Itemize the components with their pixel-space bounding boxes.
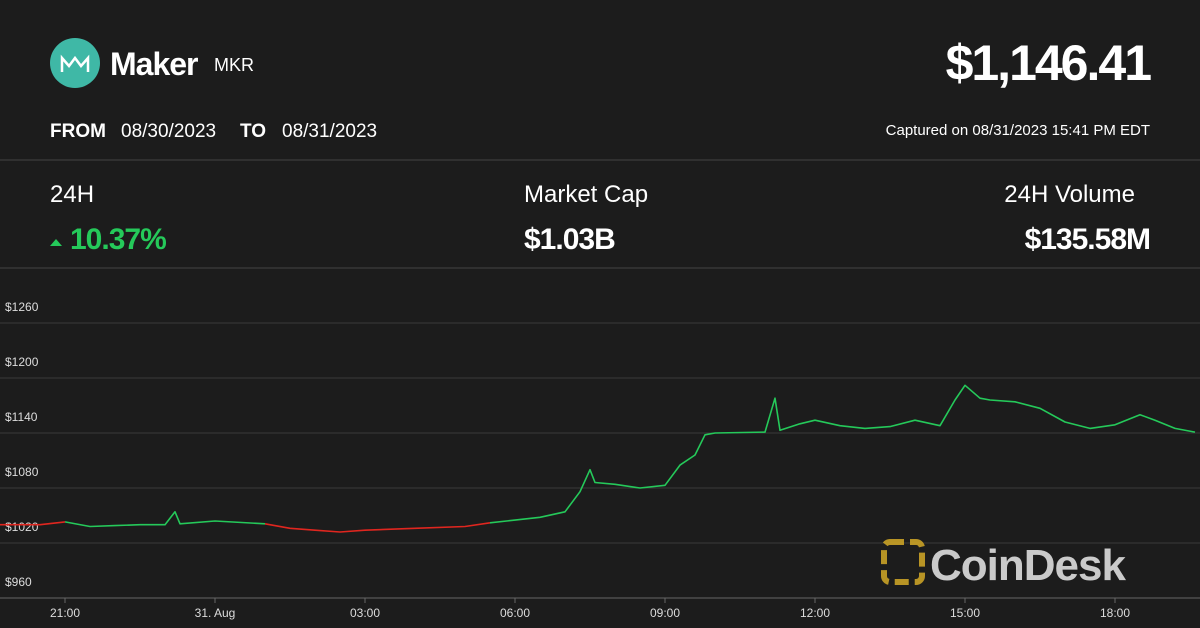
price-line: [0, 521, 491, 533]
y-tick-label: $1140: [5, 410, 38, 424]
from-label: FROM: [50, 121, 106, 142]
stat-label: 24H Volume: [1004, 181, 1135, 208]
coin-symbol: MKR: [214, 55, 254, 75]
y-tick-label: $960: [5, 575, 32, 589]
to-label: TO: [240, 121, 266, 142]
plot: $960 $1020 $1080 $1140 $1200 $1260 21:00 31. Au…: [0, 300, 1200, 620]
y-tick-label: $1260: [5, 300, 39, 314]
watermark-text: CoinDesk: [930, 541, 1126, 590]
x-tick-label: 15:00: [950, 606, 980, 620]
y-tick-label: $1020: [5, 520, 39, 534]
stat-value: $1.03B: [524, 223, 615, 256]
y-tick-label: $1200: [5, 355, 39, 369]
stat-label: 24H: [50, 181, 94, 208]
x-tick-label: 09:00: [650, 606, 680, 620]
up-arrow: [50, 239, 62, 246]
price-line: [64, 384, 1196, 528]
watermark: CoinDesk: [881, 539, 1127, 590]
logo: [50, 38, 100, 88]
y-tick-label: $1080: [5, 465, 39, 479]
stat-value: $135.58M: [1025, 223, 1150, 256]
watermark-icon: [881, 539, 925, 585]
stat-label: Market Cap: [524, 181, 648, 208]
logo-glyph: [60, 54, 90, 72]
to-date: 08/31/2023: [282, 121, 377, 142]
from-date: 08/30/2023: [121, 121, 216, 142]
stat-value: 10.37%: [70, 223, 166, 256]
x-tick-label: 12:00: [800, 606, 830, 620]
x-tick-label: 06:00: [500, 606, 530, 620]
x-tick-label: 03:00: [350, 606, 380, 620]
coin-name: Maker: [110, 46, 198, 82]
price: $1,146.41: [946, 35, 1152, 91]
x-tick-label: 18:00: [1100, 606, 1130, 620]
captured: Captured on 08/31/2023 15:41 PM EDT: [886, 122, 1150, 139]
x-tick-label: 31. Aug: [195, 606, 236, 620]
x-tick-label: 21:00: [50, 606, 80, 620]
